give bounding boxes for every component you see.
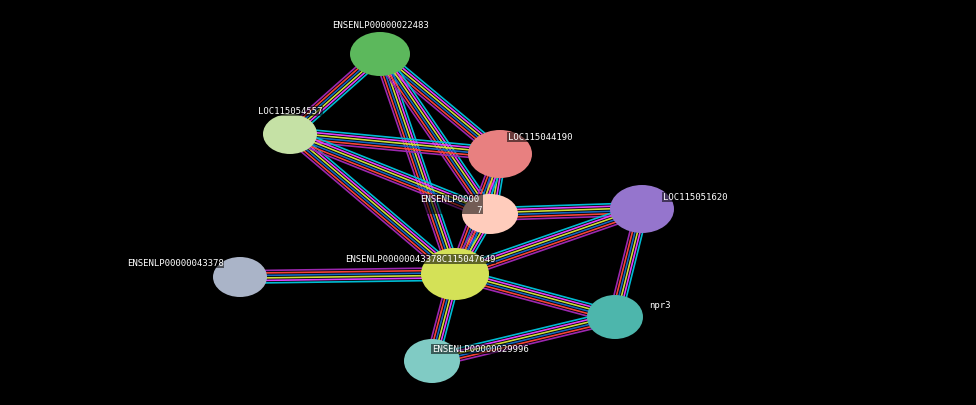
Text: LOC115054557: LOC115054557	[258, 107, 322, 116]
Text: ENSENLP0000
           7: ENSENLP0000 7	[418, 195, 482, 214]
Text: LOC115051620: LOC115051620	[663, 193, 727, 202]
Ellipse shape	[404, 339, 460, 383]
Ellipse shape	[350, 33, 410, 77]
Ellipse shape	[263, 115, 317, 155]
Text: ENSENLP00000022483: ENSENLP00000022483	[332, 20, 428, 30]
Text: ENSENLP00000043378C115047649: ENSENLP00000043378C115047649	[345, 255, 495, 264]
Text: LOC115044190: LOC115044190	[508, 133, 572, 142]
Ellipse shape	[587, 295, 643, 339]
Ellipse shape	[421, 248, 489, 300]
Ellipse shape	[462, 194, 518, 234]
Text: npr3: npr3	[649, 301, 671, 310]
Ellipse shape	[610, 185, 674, 233]
Ellipse shape	[213, 257, 267, 297]
Text: ENSENLP00000029996: ENSENLP00000029996	[431, 345, 528, 354]
Text: ENSENLP00000043378: ENSENLP00000043378	[127, 259, 224, 268]
Ellipse shape	[468, 131, 532, 179]
